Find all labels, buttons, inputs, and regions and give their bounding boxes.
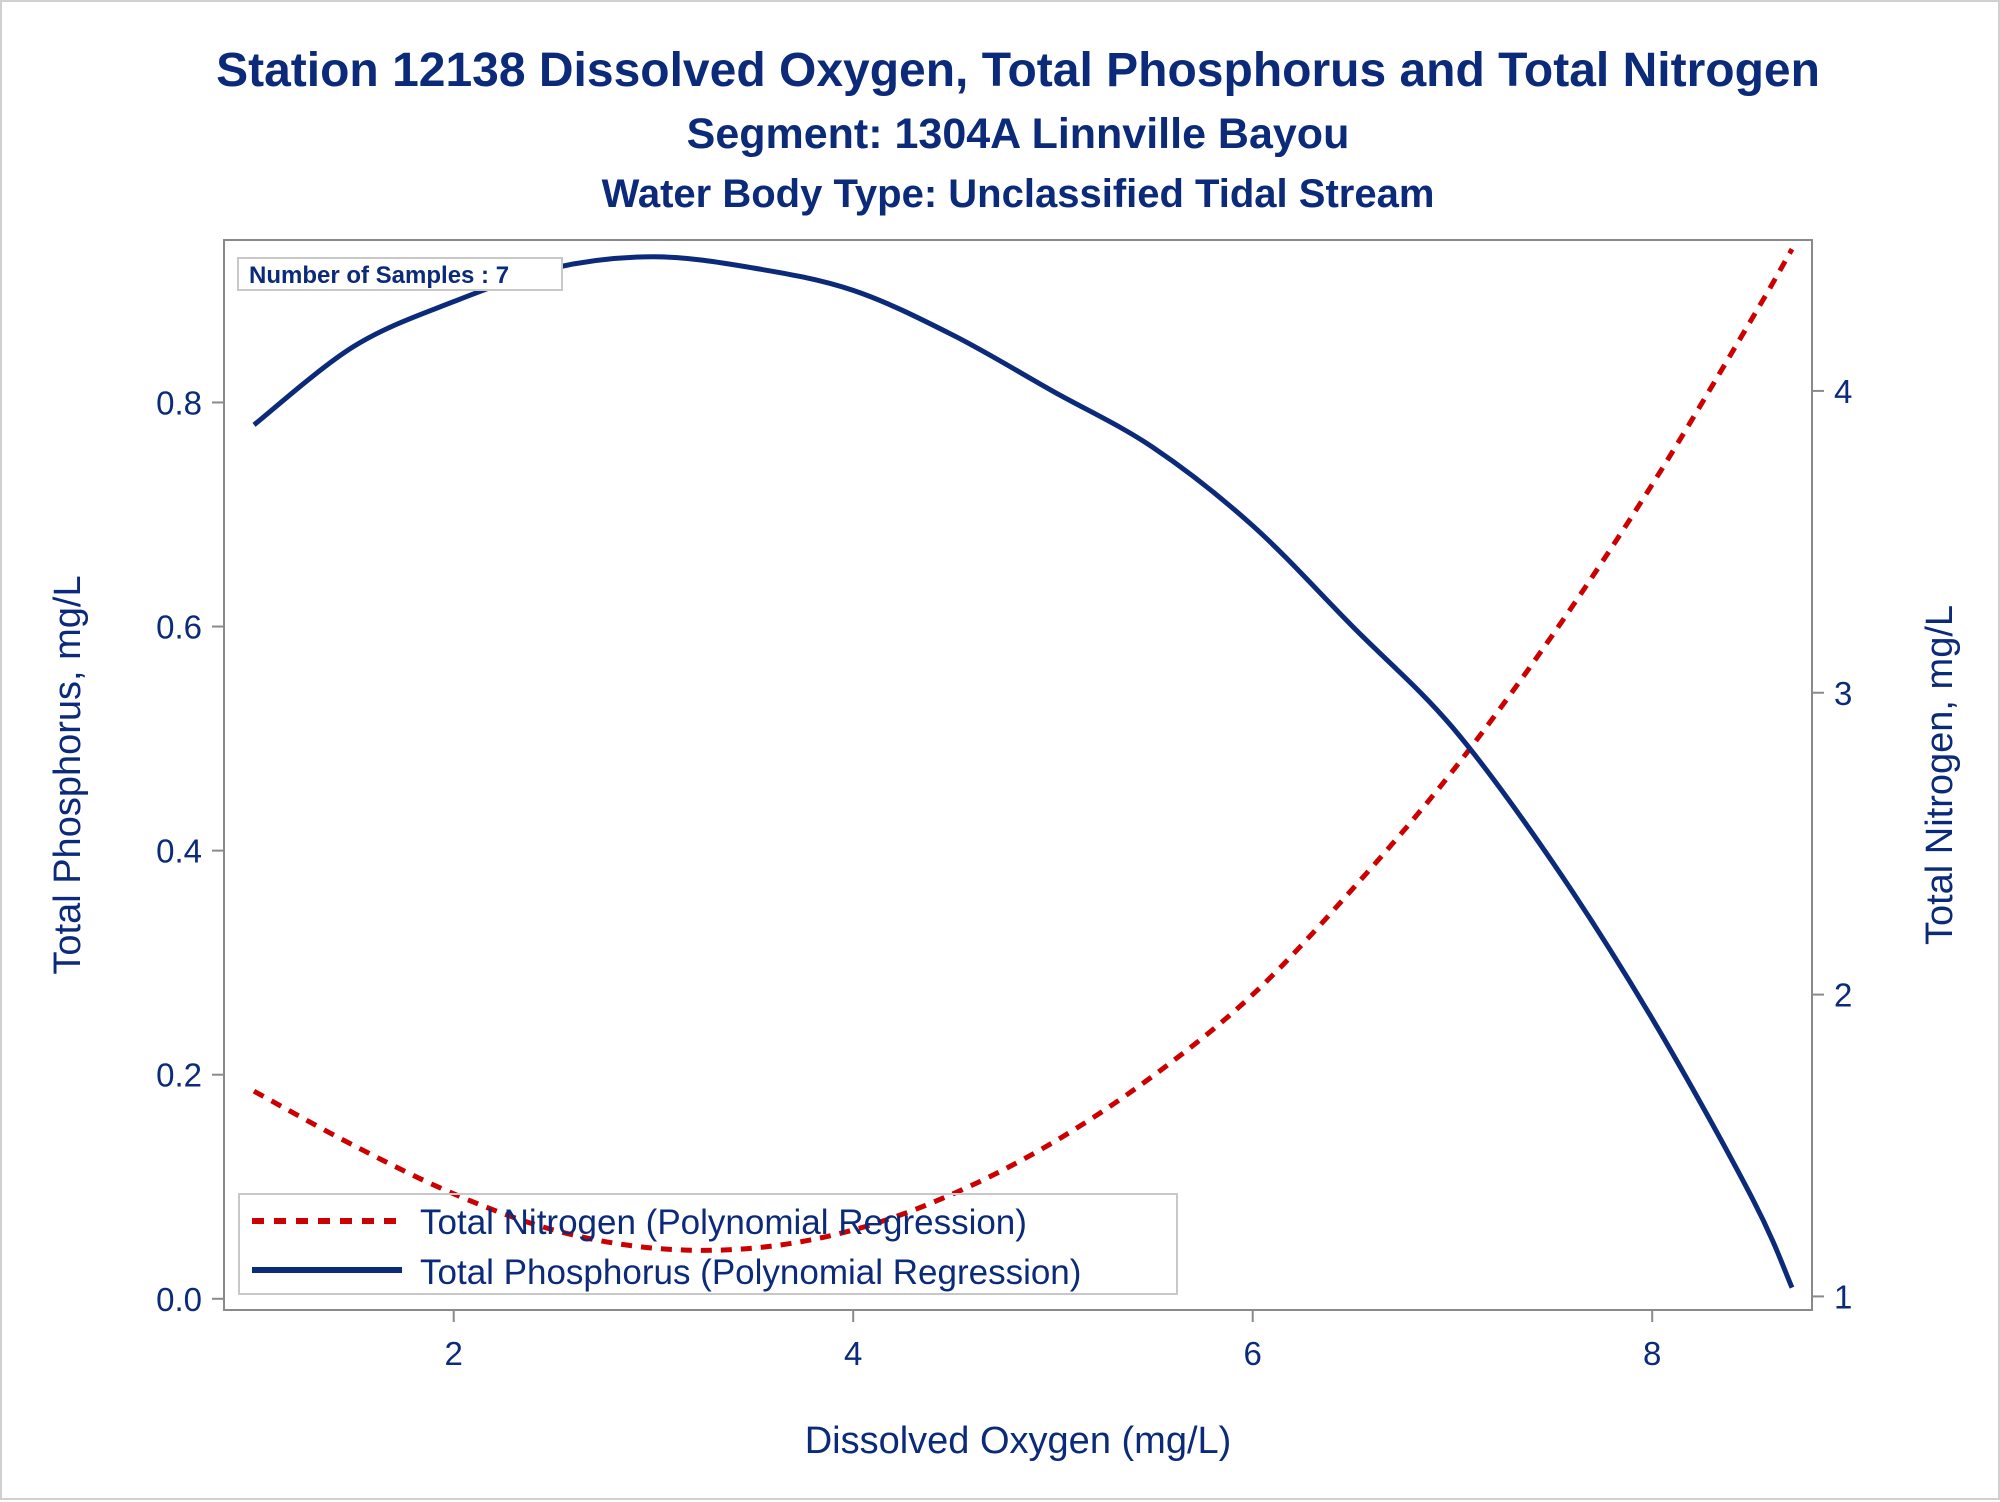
- x-axis-label: Dissolved Oxygen (mg/L): [805, 1420, 1232, 1462]
- series-line-nitrogen: [252, 247, 1795, 1253]
- x-tick-label: 8: [1643, 1335, 1661, 1372]
- legend-box: [238, 1193, 1178, 1295]
- legend-label-phosphorus: Total Phosphorus (Polynomial Regression): [420, 1253, 1081, 1292]
- y2-axis-label: Total Nitrogen, mg/L: [1919, 605, 1961, 945]
- y-axis-label: Total Phosphorus, mg/L: [47, 575, 89, 974]
- legend-label-nitrogen: Total Nitrogen (Polynomial Regression): [420, 1203, 1027, 1242]
- y2-tick-label: 2: [1834, 977, 1852, 1014]
- y2-tick-label: 4: [1834, 373, 1852, 410]
- inset-box: [237, 257, 563, 291]
- y-tick-label: 0.8: [156, 384, 202, 421]
- y-axis-right: 1 2 3 4: [1812, 373, 1852, 1315]
- x-tick-label: 2: [445, 1335, 463, 1372]
- y-tick-label: 0.0: [156, 1281, 202, 1318]
- legend: Total Nitrogen (Polynomial Regression) T…: [238, 1193, 1178, 1295]
- chart-subtitle: Segment: 1304A Linnville Bayou: [687, 110, 1350, 158]
- y-tick-label: 0.6: [156, 609, 202, 646]
- y-tick-label: 0.2: [156, 1057, 202, 1094]
- chart-title: Station 12138 Dissolved Oxygen, Total Ph…: [216, 44, 1820, 97]
- x-tick-label: 6: [1244, 1335, 1262, 1372]
- x-axis: 2 4 6 8: [445, 1310, 1661, 1372]
- y-tick-label: 0.4: [156, 833, 202, 870]
- plot-area: [223, 239, 1813, 1311]
- y2-tick-label: 3: [1834, 675, 1852, 712]
- inset-label: Number of Samples : 7: [249, 262, 509, 289]
- x-tick-label: 4: [844, 1335, 862, 1372]
- chart-subtitle-2: Water Body Type: Unclassified Tidal Stre…: [602, 172, 1435, 216]
- y2-tick-label: 1: [1834, 1278, 1852, 1315]
- y-axis-left: 0.0 0.2 0.4 0.6 0.8: [156, 384, 224, 1318]
- sample-count-inset: Number of Samples : 7: [237, 257, 563, 291]
